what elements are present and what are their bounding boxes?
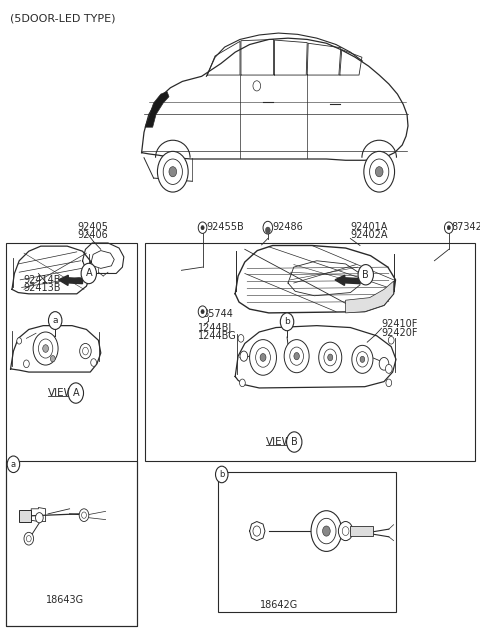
Circle shape xyxy=(388,336,394,344)
Circle shape xyxy=(444,222,453,233)
Circle shape xyxy=(198,222,207,233)
Circle shape xyxy=(319,342,342,373)
Text: a: a xyxy=(52,316,58,325)
Circle shape xyxy=(201,226,204,230)
Circle shape xyxy=(50,356,55,362)
Circle shape xyxy=(81,263,96,284)
Circle shape xyxy=(24,360,29,368)
Bar xyxy=(6,461,137,626)
Text: 18643G: 18643G xyxy=(46,595,84,605)
Circle shape xyxy=(7,456,20,473)
Circle shape xyxy=(342,527,349,536)
Circle shape xyxy=(240,379,245,387)
Circle shape xyxy=(238,335,244,342)
Circle shape xyxy=(360,356,365,363)
Circle shape xyxy=(260,354,266,361)
Text: a: a xyxy=(11,460,16,469)
Circle shape xyxy=(201,310,204,314)
Circle shape xyxy=(379,357,389,370)
Circle shape xyxy=(68,383,84,403)
Circle shape xyxy=(323,526,330,536)
Circle shape xyxy=(216,466,228,483)
Circle shape xyxy=(82,512,86,518)
Circle shape xyxy=(263,221,273,234)
FancyArrow shape xyxy=(335,275,360,286)
Text: A: A xyxy=(72,388,79,398)
Circle shape xyxy=(364,151,395,192)
Circle shape xyxy=(447,226,450,230)
Text: VIEW: VIEW xyxy=(266,437,293,447)
Circle shape xyxy=(284,340,309,373)
Circle shape xyxy=(79,509,89,522)
Circle shape xyxy=(157,151,188,192)
Circle shape xyxy=(324,349,336,366)
Circle shape xyxy=(240,351,248,361)
Bar xyxy=(19,510,31,522)
Text: 92414B: 92414B xyxy=(23,275,60,285)
Circle shape xyxy=(38,339,53,358)
Circle shape xyxy=(36,513,43,523)
Polygon shape xyxy=(346,281,394,313)
Circle shape xyxy=(311,511,342,551)
Circle shape xyxy=(17,338,22,344)
Text: 87342A: 87342A xyxy=(451,222,480,232)
Bar xyxy=(350,526,373,536)
Text: 92420F: 92420F xyxy=(382,328,418,338)
Text: (5DOOR-LED TYPE): (5DOOR-LED TYPE) xyxy=(10,14,115,24)
Circle shape xyxy=(26,536,31,542)
Circle shape xyxy=(169,167,177,177)
Text: B: B xyxy=(291,437,298,447)
Circle shape xyxy=(328,354,333,361)
Circle shape xyxy=(357,352,368,367)
Text: 1244BG: 1244BG xyxy=(198,331,237,341)
Bar xyxy=(6,243,137,626)
Text: 92486: 92486 xyxy=(273,222,303,232)
Circle shape xyxy=(375,167,383,177)
Circle shape xyxy=(24,532,34,545)
FancyArrow shape xyxy=(59,275,83,286)
Circle shape xyxy=(352,345,373,373)
Circle shape xyxy=(338,522,353,541)
Text: 1244BJ: 1244BJ xyxy=(198,322,232,333)
Text: 85744: 85744 xyxy=(203,308,233,319)
Circle shape xyxy=(385,364,392,373)
Circle shape xyxy=(280,313,294,331)
Text: A: A xyxy=(85,268,92,279)
Circle shape xyxy=(80,343,91,359)
Text: VIEW: VIEW xyxy=(48,388,75,398)
Text: B: B xyxy=(362,270,369,280)
Text: 92402A: 92402A xyxy=(350,230,388,240)
Text: 92406: 92406 xyxy=(78,230,108,240)
Circle shape xyxy=(198,306,207,317)
Circle shape xyxy=(48,312,62,329)
Circle shape xyxy=(253,81,261,91)
Circle shape xyxy=(290,347,303,365)
Circle shape xyxy=(287,432,302,452)
Text: b: b xyxy=(219,470,225,479)
Bar xyxy=(145,243,475,461)
Text: m: m xyxy=(41,356,47,361)
Text: 92455B: 92455B xyxy=(206,222,244,232)
Text: b: b xyxy=(284,317,290,326)
Text: 92401A: 92401A xyxy=(350,222,388,232)
Circle shape xyxy=(91,359,96,366)
Polygon shape xyxy=(145,92,169,127)
Circle shape xyxy=(358,265,373,285)
Circle shape xyxy=(250,340,276,375)
Circle shape xyxy=(317,518,336,544)
Circle shape xyxy=(83,347,88,355)
Text: 92410F: 92410F xyxy=(382,319,418,329)
Circle shape xyxy=(294,352,300,360)
Circle shape xyxy=(33,332,58,365)
Circle shape xyxy=(265,227,270,233)
Text: 18642G: 18642G xyxy=(260,600,299,611)
Text: 92413B: 92413B xyxy=(23,283,60,293)
Circle shape xyxy=(386,379,392,387)
Circle shape xyxy=(43,345,48,352)
Text: 92405: 92405 xyxy=(78,222,108,232)
Bar xyxy=(218,472,396,612)
Circle shape xyxy=(256,348,270,367)
Circle shape xyxy=(253,526,261,536)
